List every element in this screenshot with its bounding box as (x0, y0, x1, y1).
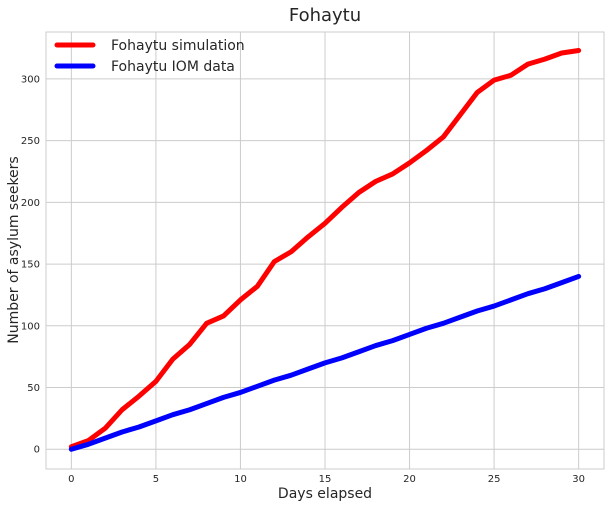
y-tick-label: 100 (21, 321, 40, 332)
y-tick-labels: 0 50 100 150 200 250 300 (21, 74, 40, 455)
y-tick-label: 50 (27, 383, 40, 394)
x-axis-label: Days elapsed (278, 486, 372, 502)
series-line-simulation (68, 48, 582, 450)
x-tick-label: 15 (319, 474, 332, 485)
y-tick-label: 250 (21, 136, 40, 147)
y-tick-label: 150 (21, 260, 40, 271)
x-tick-labels: 0 5 10 15 20 25 30 (68, 474, 585, 485)
x-tick-label: 10 (234, 474, 247, 485)
y-axis-label: Number of asylum seekers (6, 156, 22, 343)
x-tick-label: 5 (153, 474, 159, 485)
y-tick-label: 0 (34, 445, 40, 456)
chart-title: Fohaytu (289, 5, 361, 26)
x-tick-label: 30 (572, 474, 585, 485)
legend: Fohaytu simulation Fohaytu IOM data (54, 38, 245, 75)
y-tick-label: 200 (21, 198, 40, 209)
grid (46, 32, 604, 469)
series-line-iom-data (68, 273, 582, 452)
x-tick-label: 0 (68, 474, 74, 485)
x-tick-label: 20 (403, 474, 416, 485)
y-tick-label: 300 (21, 74, 40, 85)
legend-label-iom-data: Fohaytu IOM data (111, 59, 235, 75)
x-tick-label: 25 (488, 474, 501, 485)
series-lines (68, 48, 582, 452)
legend-label-simulation: Fohaytu simulation (111, 38, 245, 54)
